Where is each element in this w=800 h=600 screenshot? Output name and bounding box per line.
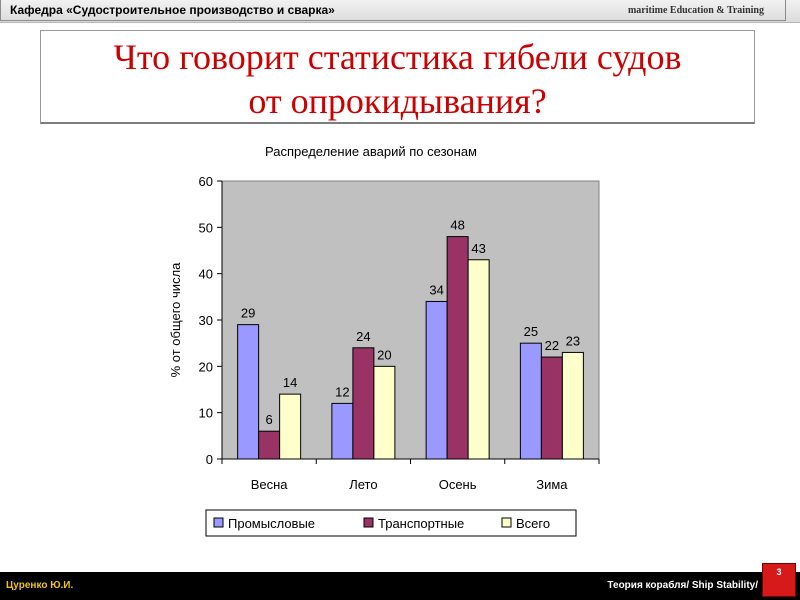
data-label: 25 [524,324,538,339]
footer-author: Цуренко Ю.И. [6,580,74,591]
data-label: 29 [241,306,255,321]
legend-swatch [501,517,512,528]
bar [446,236,469,460]
data-label: 12 [335,384,349,399]
legend-swatch [363,517,374,528]
header-frame [0,0,786,21]
bar [279,393,302,460]
bar [237,324,260,460]
x-tick-label: Осень [439,477,477,492]
legend-box [205,509,577,537]
legend-label: Всего [516,516,550,531]
data-label: 23 [566,333,580,348]
data-label: 43 [471,241,485,256]
legend-label: Транспортные [378,516,464,531]
y-tick-label: 20 [199,359,213,374]
y-tick-label: 10 [199,406,213,421]
bar [467,259,490,460]
y-tick-label: 50 [199,220,213,235]
slide-title-line-2: от опрокидывания? [248,81,547,121]
data-label: 14 [283,375,297,390]
bar [258,430,281,460]
legend-label: Промысловые [228,516,315,531]
y-tick-label: 30 [199,313,213,328]
x-tick-label: Весна [251,477,289,492]
header-bar: Кафедра «Судостроительное производство и… [0,0,800,23]
legend-swatch [213,517,224,528]
bar [331,402,354,460]
bar-chart: Распределение аварий по сезонам 0 10 20 30 40… [168,144,600,537]
bar [352,347,375,460]
data-label: 22 [545,338,559,353]
data-label: 34 [429,282,443,297]
data-label: 24 [356,329,370,344]
chart-title: Распределение аварий по сезонам [265,144,477,159]
bar [373,365,396,460]
data-label: 48 [450,218,464,233]
x-tick-label: Зима [536,477,568,492]
data-label: 20 [377,347,391,362]
bar [561,351,584,460]
slide-title-line-1: Что говорит статистика гибели судов [113,37,682,77]
page-number-badge: 3 [762,563,796,597]
footer-course: Теория корабля/ Ship Stability/ [607,580,758,591]
y-tick-label: 0 [206,452,213,467]
page-number: 3 [776,567,782,577]
slide-title-box: Что говорит статистика гибели судов от о… [40,30,755,124]
y-axis-label: % от общего числа [168,262,183,378]
footer-bar: Цуренко Ю.И. Теория корабля/ Ship Stabil… [0,572,800,600]
bar [519,342,542,460]
department-name: Кафедра «Судостроительное производство и… [10,3,335,17]
y-tick-label: 40 [199,267,213,282]
header-tagline: maritime Education & Training [627,5,764,16]
bar [540,356,563,460]
slide-title: Что говорит статистика гибели судов от о… [41,35,754,123]
y-tick-label: 60 [199,174,213,189]
x-tick-label: Лето [349,477,377,492]
bar [425,300,448,460]
data-label: 6 [266,412,273,427]
